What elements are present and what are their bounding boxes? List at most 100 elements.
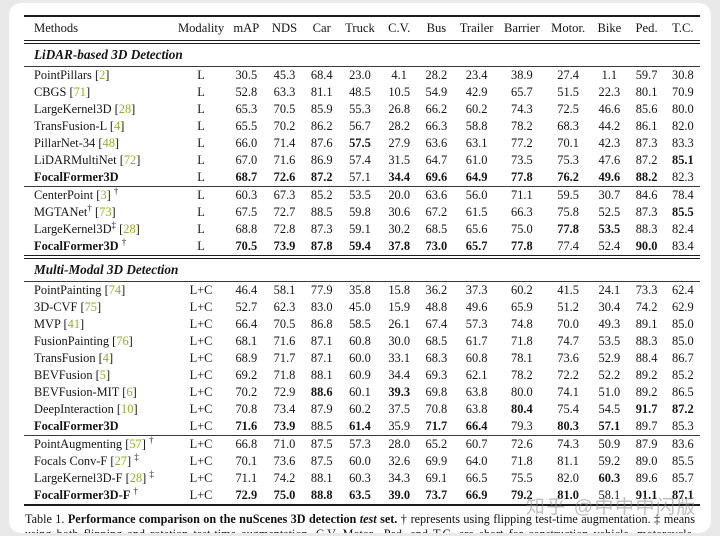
citation-link[interactable]: 3 <box>100 188 107 202</box>
cell-motor: 76.2 <box>545 169 591 187</box>
citation-link[interactable]: 6 <box>126 385 133 399</box>
table-row: LiDARMultiNet [72] L 67.0 71.6 86.9 57.4 31.5 6… <box>24 152 700 169</box>
best-value: 60.3 <box>598 471 621 485</box>
cell-trailer: 37.3 <box>465 283 488 297</box>
cell-ped: 89.2 <box>635 368 658 382</box>
cell-method: FocalFormer3D <box>24 169 175 187</box>
citation-link[interactable]: 2 <box>99 68 106 82</box>
citation-link[interactable]: 27 <box>114 454 127 468</box>
cell-bike: 50.9 <box>598 437 621 451</box>
cell-car: 88.5 <box>310 205 333 219</box>
citation-link[interactable]: 4 <box>102 351 109 365</box>
cell-trailer: 65.6 <box>465 222 488 236</box>
citation-link[interactable]: 72 <box>123 153 137 167</box>
cell-motor: 75.3 <box>557 153 579 167</box>
cell-car: 87.3 <box>310 222 333 236</box>
method-name: FocalFormer3D <box>34 170 119 184</box>
citation-link[interactable]: 76 <box>116 334 129 348</box>
method-name: BEVFusion <box>34 368 93 382</box>
table-row: PointPillars [2] L 30.5 45.3 68.4 23.0 4.1 28.2… <box>24 67 700 85</box>
cell-barrier: 79.3 <box>511 419 533 433</box>
cell-modality: L <box>197 68 205 82</box>
section-title: LiDAR-based 3D Detection <box>24 42 700 67</box>
cell-nds: 71.8 <box>273 368 296 382</box>
cell-bus: 69.9 <box>425 454 448 468</box>
method-name: LargeKernel3D <box>34 102 112 116</box>
cell-bus: 69.8 <box>425 385 448 399</box>
cell-truck: 59.4 <box>340 238 380 257</box>
citation-link[interactable]: 28 <box>123 222 136 236</box>
cell-cv: 33.1 <box>388 351 411 365</box>
cell-trailer: 23.4 <box>465 68 488 82</box>
cell-truck: 57.3 <box>349 437 371 451</box>
cell-barrier: 78.1 <box>511 351 533 365</box>
table-header: Methods Modality mAP NDS Car Truck C.V. Bus Trai… <box>24 16 700 42</box>
cell-tc: 62.9 <box>672 300 694 314</box>
cell-bus: 73.7 <box>418 487 454 505</box>
citation-link[interactable]: 10 <box>121 402 134 416</box>
cell-motor: 70.0 <box>557 317 579 331</box>
table-row: PointPainting [74] L+C 46.4 58.1 77.9 35.8 15.… <box>24 282 700 300</box>
cell-nds: 71.6 <box>273 334 296 348</box>
cell-tc: 70.9 <box>672 85 694 99</box>
citation-link[interactable]: 57 <box>129 437 142 451</box>
citation-link[interactable]: 48 <box>102 136 115 150</box>
table-caption: Table 1. Performance comparison on the n… <box>25 512 695 533</box>
method-name: LiDARMultiNet <box>34 153 117 167</box>
cell-motor: 68.3 <box>557 119 579 133</box>
cell-tc: 85.5 <box>666 204 700 221</box>
cell-motor: 74.7 <box>557 334 579 348</box>
cell-nds: 73.9 <box>265 238 303 257</box>
method-name: DeepInteraction <box>34 402 114 416</box>
table-row: TransFusion [4] L+C 68.9 71.7 87.1 60.0 33.1 68… <box>24 350 700 367</box>
cell-truck: 35.8 <box>349 283 371 297</box>
citation-link[interactable]: 71 <box>73 85 86 99</box>
citation-link[interactable]: 4 <box>114 119 121 133</box>
cell-nds: 73.6 <box>273 454 296 468</box>
cell-ped: 91.1 <box>627 487 665 505</box>
cell-method: PointAugmenting [57] † <box>34 435 154 452</box>
cell-trailer: 61.5 <box>465 205 488 219</box>
best-value: 49.6 <box>598 170 621 184</box>
cell-map: 52.7 <box>235 300 258 314</box>
cell-nds: 74.2 <box>273 471 296 485</box>
cell-car: 87.5 <box>310 437 333 451</box>
cell-trailer: 57.3 <box>465 317 488 331</box>
best-value: 91.7 <box>635 402 658 416</box>
cell-modality: L <box>197 205 205 219</box>
cell-trailer: 63.8 <box>465 402 488 416</box>
cell-modality: L+C <box>189 283 213 297</box>
cell-ped: 85.6 <box>635 102 658 116</box>
best-value: 39.0 <box>388 488 411 502</box>
cell-map: 52.8 <box>235 85 258 99</box>
best-value: 39.3 <box>388 385 411 399</box>
cell-ped: 88.3 <box>635 334 658 348</box>
best-value: 61.4 <box>349 419 371 433</box>
section-row: LiDAR-based 3D Detection <box>24 42 700 67</box>
cell-tc: 85.3 <box>672 419 694 433</box>
table-row: LargeKernel3D [28] L 65.3 70.5 85.9 55.3 26.8 6… <box>24 101 700 118</box>
citation-link[interactable]: 28 <box>129 471 143 485</box>
best-value: 37.8 <box>388 239 411 253</box>
citation-link[interactable]: 28 <box>118 102 132 116</box>
cell-car: 86.9 <box>310 153 333 167</box>
citation-link[interactable]: 5 <box>99 368 106 382</box>
cell-tc: 85.1 <box>666 152 700 169</box>
best-value: 85.1 <box>672 153 694 167</box>
cell-cv: 15.8 <box>388 283 411 297</box>
citation-link[interactable]: 74 <box>108 283 122 297</box>
table-row: Focals Conv-F [27] ‡ L+C 70.1 73.6 87.5 60.0 3… <box>24 453 700 470</box>
cell-bike: 22.3 <box>598 85 621 99</box>
cell-bus: 48.8 <box>425 300 448 314</box>
col-header-motor: Motor. <box>551 21 586 35</box>
citation-link[interactable]: 75 <box>84 300 97 314</box>
citation-link[interactable]: 73 <box>99 205 112 219</box>
citation-link[interactable]: 41 <box>67 317 81 331</box>
cell-nds: 45.3 <box>273 68 296 82</box>
cell-trailer: 64.0 <box>465 454 488 468</box>
cell-trailer: 58.8 <box>465 119 488 133</box>
cell-tc: 87.1 <box>666 487 700 505</box>
cell-ped: 89.7 <box>635 419 658 433</box>
cell-method: DeepInteraction [10] <box>34 402 138 416</box>
cell-ped: 90.0 <box>627 238 665 257</box>
